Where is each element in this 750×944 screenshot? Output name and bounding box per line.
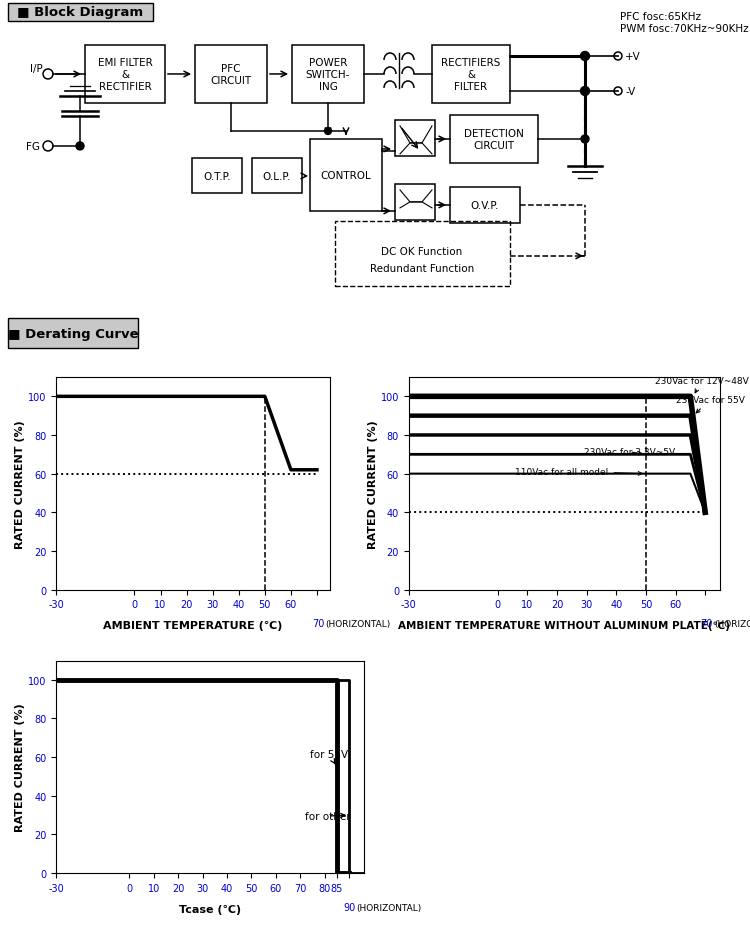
Bar	[335, 222, 510, 287]
Text: +V: +V	[625, 52, 640, 62]
Text: for other: for other	[305, 811, 351, 821]
Text: 110Vac for all model: 110Vac for all model	[515, 467, 642, 476]
Text: O.T.P.: O.T.P.	[203, 172, 231, 182]
Text: -V: -V	[625, 87, 635, 97]
Bar	[195, 46, 267, 104]
Text: POWER
SWITCH-
ING: POWER SWITCH- ING	[306, 59, 350, 92]
Bar	[8, 318, 138, 349]
Text: Redundant Function: Redundant Function	[370, 263, 474, 274]
Y-axis label: RATED CURRENT (%): RATED CURRENT (%)	[368, 419, 378, 548]
Bar	[450, 116, 538, 163]
Circle shape	[580, 88, 590, 96]
Text: PFC fosc:65KHz: PFC fosc:65KHz	[620, 12, 701, 22]
Text: 230Vac for 3.3V~5V: 230Vac for 3.3V~5V	[584, 447, 675, 457]
Text: 230Vac for 12V~48V: 230Vac for 12V~48V	[655, 377, 748, 394]
Text: DETECTION
CIRCUIT: DETECTION CIRCUIT	[464, 129, 524, 151]
Text: PFC
CIRCUIT: PFC CIRCUIT	[211, 64, 251, 86]
Text: for 55V: for 55V	[310, 750, 348, 765]
Text: PWM fosc:70KHz~90KHz: PWM fosc:70KHz~90KHz	[620, 24, 748, 34]
Text: ■ Derating Curve: ■ Derating Curve	[8, 328, 138, 340]
Bar	[292, 46, 364, 104]
Text: (HORIZONTAL): (HORIZONTAL)	[356, 902, 422, 912]
Text: (HORIZONTAL): (HORIZONTAL)	[714, 619, 750, 629]
Bar	[85, 46, 165, 104]
Bar	[8, 4, 153, 22]
Text: 90: 90	[343, 902, 355, 912]
Text: RECTIFIERS
&
FILTER: RECTIFIERS & FILTER	[441, 59, 501, 92]
Text: I/P: I/P	[30, 64, 43, 74]
Circle shape	[581, 136, 589, 143]
Bar	[395, 121, 435, 157]
Bar	[310, 140, 382, 211]
Y-axis label: RATED CURRENT (%): RATED CURRENT (%)	[15, 419, 26, 548]
Circle shape	[325, 128, 332, 135]
Text: 70: 70	[312, 618, 325, 629]
X-axis label: Tcase (℃): Tcase (℃)	[179, 904, 241, 914]
Text: O.L.P.: O.L.P.	[262, 172, 291, 182]
Text: DC OK Function: DC OK Function	[381, 246, 463, 257]
Y-axis label: RATED CURRENT (%): RATED CURRENT (%)	[15, 702, 26, 832]
Text: EMI FILTER
&
RECTIFIER: EMI FILTER & RECTIFIER	[98, 59, 152, 92]
Text: ■ Block Diagram: ■ Block Diagram	[17, 7, 143, 20]
X-axis label: AMBIENT TEMPERATURE WITHOUT ALUMINUM PLATE(℃): AMBIENT TEMPERATURE WITHOUT ALUMINUM PLA…	[398, 621, 730, 631]
Bar	[450, 188, 520, 224]
Text: FG: FG	[26, 142, 40, 152]
Bar	[395, 185, 435, 221]
Circle shape	[580, 53, 590, 61]
Circle shape	[76, 143, 84, 151]
Text: 230Vac for 55V: 230Vac for 55V	[676, 396, 745, 413]
Text: 70: 70	[700, 618, 712, 629]
Bar	[432, 46, 510, 104]
Text: CONTROL: CONTROL	[321, 171, 371, 180]
Bar	[252, 159, 302, 194]
Text: O.V.P.: O.V.P.	[471, 201, 500, 211]
Bar	[192, 159, 242, 194]
X-axis label: AMBIENT TEMPERATURE (℃): AMBIENT TEMPERATURE (℃)	[104, 621, 283, 631]
Text: (HORIZONTAL): (HORIZONTAL)	[325, 619, 390, 629]
